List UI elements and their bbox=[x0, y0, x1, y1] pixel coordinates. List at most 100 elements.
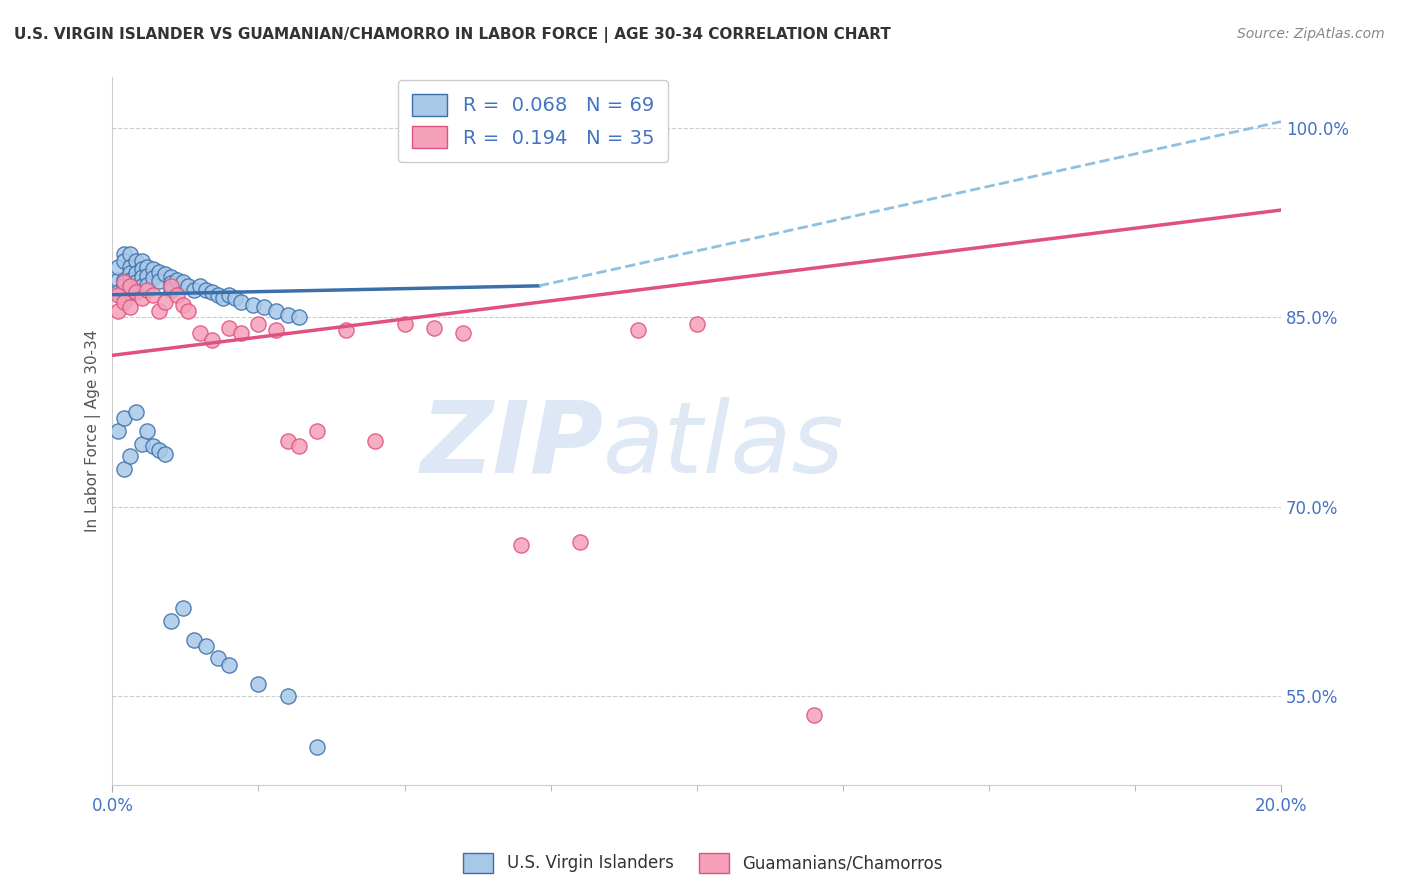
Point bbox=[107, 304, 129, 318]
Point bbox=[247, 317, 270, 331]
Point bbox=[201, 285, 224, 300]
Point bbox=[451, 326, 474, 340]
Point bbox=[112, 253, 135, 268]
Point bbox=[288, 439, 311, 453]
Point bbox=[142, 271, 165, 285]
Point bbox=[288, 310, 311, 325]
Point bbox=[172, 298, 194, 312]
Point bbox=[112, 272, 135, 286]
Text: Source: ZipAtlas.com: Source: ZipAtlas.com bbox=[1237, 27, 1385, 41]
Point bbox=[131, 270, 153, 285]
Point bbox=[131, 262, 153, 277]
Point bbox=[107, 285, 129, 300]
Point bbox=[118, 247, 141, 261]
Point bbox=[305, 424, 328, 438]
Text: U.S. VIRGIN ISLANDER VS GUAMANIAN/CHAMORRO IN LABOR FORCE | AGE 30-34 CORRELATIO: U.S. VIRGIN ISLANDER VS GUAMANIAN/CHAMOR… bbox=[14, 27, 891, 43]
Point bbox=[125, 253, 148, 268]
Point bbox=[335, 323, 357, 337]
Point bbox=[112, 278, 135, 293]
Point bbox=[166, 272, 188, 286]
Point bbox=[194, 639, 217, 653]
Point bbox=[136, 424, 159, 438]
Text: atlas: atlas bbox=[603, 397, 845, 494]
Point bbox=[125, 275, 148, 289]
Point bbox=[183, 632, 205, 647]
Y-axis label: In Labor Force | Age 30-34: In Labor Force | Age 30-34 bbox=[86, 330, 101, 533]
Point bbox=[253, 301, 276, 315]
Point bbox=[172, 601, 194, 615]
Point bbox=[118, 450, 141, 464]
Point bbox=[118, 278, 141, 293]
Point bbox=[224, 292, 246, 306]
Point bbox=[160, 283, 183, 297]
Point bbox=[107, 260, 129, 274]
Point bbox=[166, 287, 188, 301]
Point bbox=[118, 301, 141, 315]
Point bbox=[212, 292, 235, 306]
Point bbox=[201, 333, 224, 347]
Point bbox=[148, 443, 170, 458]
Point bbox=[142, 262, 165, 277]
Point bbox=[264, 304, 287, 318]
Point bbox=[118, 266, 141, 280]
Point bbox=[277, 308, 299, 322]
Point bbox=[277, 434, 299, 449]
Legend: R =  0.068   N = 69, R =  0.194   N = 35: R = 0.068 N = 69, R = 0.194 N = 35 bbox=[398, 80, 668, 162]
Point bbox=[218, 287, 240, 301]
Text: ZIP: ZIP bbox=[420, 397, 603, 494]
Point bbox=[229, 295, 252, 310]
Point bbox=[627, 323, 650, 337]
Point bbox=[107, 287, 129, 301]
Point bbox=[136, 268, 159, 283]
Point bbox=[218, 320, 240, 334]
Point bbox=[277, 690, 299, 704]
Point bbox=[118, 278, 141, 293]
Point bbox=[125, 405, 148, 419]
Point bbox=[148, 274, 170, 288]
Point bbox=[229, 326, 252, 340]
Point bbox=[136, 283, 159, 297]
Point bbox=[107, 272, 129, 286]
Point bbox=[177, 304, 200, 318]
Point bbox=[568, 535, 591, 549]
Point bbox=[177, 278, 200, 293]
Point bbox=[153, 295, 176, 310]
Point bbox=[264, 323, 287, 337]
Point bbox=[142, 439, 165, 453]
Point bbox=[423, 320, 446, 334]
Point bbox=[207, 287, 229, 301]
Point bbox=[686, 317, 709, 331]
Point bbox=[242, 298, 264, 312]
Point bbox=[183, 283, 205, 297]
Point bbox=[112, 295, 135, 310]
Point bbox=[125, 266, 148, 280]
Point bbox=[112, 462, 135, 476]
Point bbox=[125, 285, 148, 300]
Point bbox=[510, 538, 533, 552]
Point bbox=[112, 285, 135, 300]
Point bbox=[305, 739, 328, 754]
Point bbox=[118, 260, 141, 274]
Point bbox=[207, 651, 229, 665]
Point bbox=[160, 270, 183, 285]
Point bbox=[364, 434, 387, 449]
Point bbox=[160, 277, 183, 291]
Point bbox=[394, 317, 416, 331]
Point bbox=[131, 292, 153, 306]
Point bbox=[131, 436, 153, 450]
Point bbox=[194, 283, 217, 297]
Point bbox=[247, 676, 270, 690]
Point bbox=[188, 326, 211, 340]
Point bbox=[153, 447, 176, 461]
Point bbox=[131, 278, 153, 293]
Legend: U.S. Virgin Islanders, Guamanians/Chamorros: U.S. Virgin Islanders, Guamanians/Chamor… bbox=[457, 847, 949, 880]
Point bbox=[148, 304, 170, 318]
Point bbox=[148, 265, 170, 279]
Point bbox=[118, 285, 141, 300]
Point bbox=[118, 272, 141, 286]
Point bbox=[131, 253, 153, 268]
Point bbox=[172, 275, 194, 289]
Point bbox=[142, 287, 165, 301]
Point bbox=[125, 283, 148, 297]
Point bbox=[218, 657, 240, 672]
